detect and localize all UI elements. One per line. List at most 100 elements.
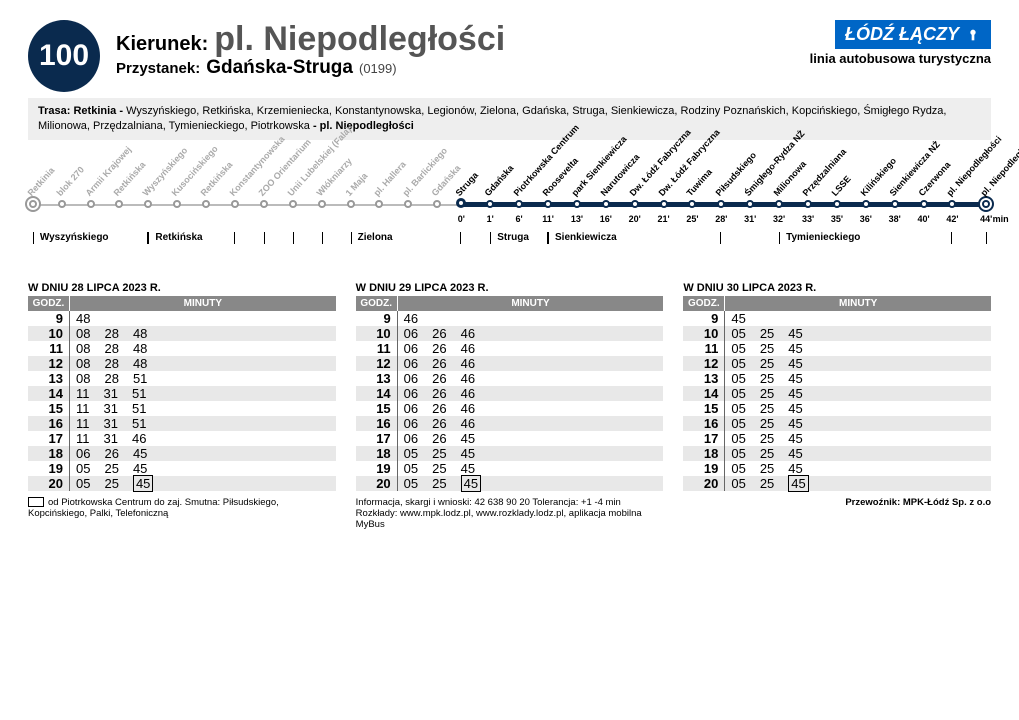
stop-dot (775, 200, 783, 208)
minute-cell: 46 (461, 341, 475, 356)
minutes-header: MINUTY (398, 296, 664, 311)
minute-cell: 05 (731, 341, 745, 356)
street-name: Struga (491, 232, 535, 243)
minute-cell: 06 (404, 386, 418, 401)
footer-legend: od Piotrkowska Centrum do zaj. Smutna: P… (28, 497, 336, 530)
direction-value: pl. Niepodległości (214, 20, 505, 59)
minute-cell: 46 (461, 416, 475, 431)
schedule-row: 20052545 (356, 476, 664, 491)
minute-cell: 06 (404, 371, 418, 386)
hour-cell: 14 (28, 386, 70, 401)
minute-cell: 51 (132, 386, 146, 401)
hour-cell: 9 (28, 311, 70, 326)
stop-label: ZOO Orientarium (256, 137, 312, 198)
schedule-row: 16062646 (356, 416, 664, 431)
stop-label: 1 Maja (343, 171, 369, 198)
stop-dot (515, 200, 523, 208)
minute-cell: 25 (760, 326, 774, 341)
minute-cell: 05 (731, 386, 745, 401)
hour-cell: 12 (356, 356, 398, 371)
stop-time: 32' (773, 214, 785, 224)
minute-cell: 06 (76, 446, 90, 461)
schedule-row: 17113146 (28, 431, 336, 446)
direction-label: Kierunek: (116, 33, 208, 56)
schedule-row: 13082851 (28, 371, 336, 386)
minute-cell: 05 (404, 476, 418, 491)
minute-cell: 45 (788, 356, 802, 371)
stop-dot (602, 200, 610, 208)
minute-cell: 45 (788, 431, 802, 446)
minute-cell: 28 (104, 341, 118, 356)
stop-name: Gdańska-Struga (206, 57, 353, 79)
brand: ŁÓDŹ ŁĄCZY linia autobusowa turystyczna (810, 20, 991, 66)
minute-cell: 48 (133, 356, 147, 371)
stop-time: 20' (629, 214, 641, 224)
schedule-column: W DNIU 28 LIPCA 2023 R.GODZ.MINUTY948100… (28, 282, 336, 491)
stop-time: 40' (918, 214, 930, 224)
minute-cell: 05 (404, 446, 418, 461)
route-start: Retkinia - (73, 105, 123, 117)
minute-cell: 26 (432, 401, 446, 416)
minute-cell: 46 (461, 356, 475, 371)
schedule-date: W DNIU 29 LIPCA 2023 R. (356, 282, 664, 294)
route-mid: Wyszyńskiego, Retkińska, Krzemieniecka, … (38, 105, 946, 132)
minute-cell: 25 (104, 461, 118, 476)
minute-cell: 25 (760, 371, 774, 386)
schedule-row: 10062646 (356, 326, 664, 341)
schedule-row: 14052545 (683, 386, 991, 401)
stop-label: Przystanek: (116, 60, 200, 77)
schedule-row: 12 06 26 46 (356, 356, 664, 371)
minute-cell: 25 (760, 476, 774, 491)
minute-cell: 25 (432, 461, 446, 476)
min-unit-label: min (993, 214, 1009, 224)
legend-text: od Piotrkowska Centrum do zaj. Smutna: P… (28, 497, 279, 519)
minute-cell: 51 (133, 371, 147, 386)
schedule-row: 17062645 (356, 431, 664, 446)
minutes-header: MINUTY (70, 296, 336, 311)
hour-cell: 10 (356, 326, 398, 341)
minute-cell: 51 (132, 401, 146, 416)
minute-cell: 05 (731, 356, 745, 371)
minute-cell: 06 (404, 356, 418, 371)
minute-cell: 26 (432, 356, 446, 371)
schedule-row: 19052545 (28, 461, 336, 476)
stop-time: 16' (600, 214, 612, 224)
minute-cell: 11 (76, 431, 90, 446)
stop-time: 38' (889, 214, 901, 224)
stop-dot (456, 198, 466, 208)
stop-time: 35' (831, 214, 843, 224)
minute-cell: 48 (133, 341, 147, 356)
minute-cell: 31 (104, 431, 118, 446)
minute-cell: 45 (788, 461, 802, 476)
schedule-row: 15052545 (683, 401, 991, 416)
hour-cell: 17 (356, 431, 398, 446)
stop-dot (573, 200, 581, 208)
hour-cell: 16 (683, 416, 725, 431)
street-name: Sienkiewicza (549, 232, 623, 243)
minute-cell: 06 (404, 416, 418, 431)
stop-dot (920, 200, 928, 208)
schedule-column: W DNIU 29 LIPCA 2023 R.GODZ.MINUTY946100… (356, 282, 664, 491)
stop-label: blok 270 (54, 164, 86, 197)
schedule-row: 945 (683, 311, 991, 326)
minute-cell: 08 (76, 356, 90, 371)
hour-cell: 11 (356, 341, 398, 356)
stop-time: 42' (946, 214, 958, 224)
hour-cell: 14 (356, 386, 398, 401)
minute-cell: 11 (76, 386, 90, 401)
stop-dot (862, 200, 870, 208)
route-box: Trasa: Retkinia - Wyszyńskiego, Retkińsk… (28, 98, 991, 140)
hour-cell: 15 (28, 401, 70, 416)
minute-cell: 05 (731, 371, 745, 386)
footer-carrier: Przewoźnik: MPK-Łódź Sp. z o.o (683, 497, 991, 530)
street-name: Wyszyńskiego (34, 232, 115, 243)
schedule-row: 17052545 (683, 431, 991, 446)
schedule-row: 15113151 (28, 401, 336, 416)
schedule-row: 11082848 (28, 341, 336, 356)
stop-time: 6' (516, 214, 523, 224)
schedule-row: 16113151 (28, 416, 336, 431)
hour-cell: 13 (683, 371, 725, 386)
stop-dot (58, 200, 66, 208)
minutes-header: MINUTY (725, 296, 991, 311)
hour-cell: 19 (356, 461, 398, 476)
